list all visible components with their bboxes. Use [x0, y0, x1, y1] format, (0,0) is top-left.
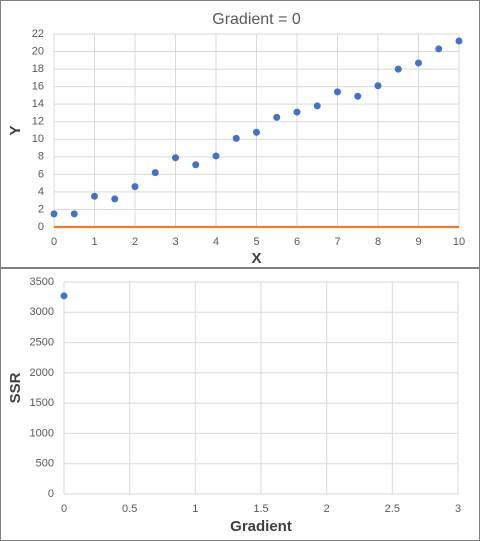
y-tick-label: 10 [32, 133, 44, 145]
y-tick-label: 3500 [30, 276, 54, 288]
y-tick-label: 18 [32, 63, 44, 75]
y-tick-label: 6 [38, 168, 44, 180]
point [192, 161, 200, 169]
point [253, 128, 260, 136]
x-tick-label: 0 [51, 236, 57, 248]
point [70, 210, 78, 218]
point [151, 169, 159, 177]
y-tick-label: 8 [38, 151, 44, 163]
x-axis-title: Gradient [230, 518, 292, 535]
y-tick-label: 0 [38, 221, 44, 233]
y-tick-label: 2 [38, 203, 44, 215]
point [273, 113, 281, 121]
panel [0, 268, 480, 541]
y-tick-label: 16 [32, 81, 44, 93]
x-tick-label: 6 [294, 236, 300, 248]
point [394, 65, 402, 73]
point [313, 102, 321, 110]
x-tick-label: 1 [192, 503, 198, 515]
y-axis-title: SSR [7, 372, 24, 403]
point [232, 134, 240, 142]
y-tick-label: 1500 [30, 397, 54, 409]
y-axis-title: Y [7, 125, 24, 135]
point [172, 154, 179, 162]
point [354, 92, 362, 100]
y-tick-label: 20 [32, 45, 44, 57]
x-tick-label: 2.5 [385, 503, 400, 515]
y-tick-label: 1000 [30, 427, 54, 439]
point [374, 82, 382, 90]
y-tick-label: 22 [32, 28, 44, 40]
y-tick-label: 4 [38, 186, 44, 198]
x-tick-label: 0 [61, 503, 67, 515]
point [455, 37, 463, 45]
y-tick-label: 14 [32, 98, 44, 110]
point [111, 195, 119, 203]
point [131, 183, 139, 191]
x-tick-label: 8 [375, 236, 381, 248]
x-tick-label: 1.5 [253, 503, 268, 515]
x-tick-label: 5 [253, 236, 259, 248]
point [334, 88, 341, 96]
y-tick-label: 500 [36, 458, 54, 470]
point [415, 59, 422, 67]
y-tick-label: 2500 [30, 336, 54, 348]
y-tick-label: 2000 [30, 367, 54, 379]
x-tick-label: 3 [172, 236, 178, 248]
x-tick-label: 2 [132, 236, 138, 248]
x-axis-title: X [251, 250, 261, 267]
panel [0, 0, 480, 268]
x-tick-label: 10 [453, 236, 465, 248]
x-tick-label: 1 [91, 236, 97, 248]
point [435, 45, 443, 53]
point [50, 210, 58, 218]
y-tick-label: 0 [48, 488, 54, 500]
chart-title: Gradient = 0 [212, 11, 301, 28]
point [91, 192, 98, 200]
x-tick-label: 9 [415, 236, 421, 248]
point [293, 108, 301, 116]
point [60, 292, 68, 300]
x-tick-label: 3 [455, 503, 461, 515]
x-tick-label: 4 [213, 236, 219, 248]
x-tick-label: 2 [324, 503, 330, 515]
point [212, 152, 220, 160]
x-tick-label: 7 [334, 236, 340, 248]
y-tick-label: 12 [32, 116, 44, 128]
x-tick-label: 0.5 [122, 503, 137, 515]
y-tick-label: 3000 [30, 306, 54, 318]
